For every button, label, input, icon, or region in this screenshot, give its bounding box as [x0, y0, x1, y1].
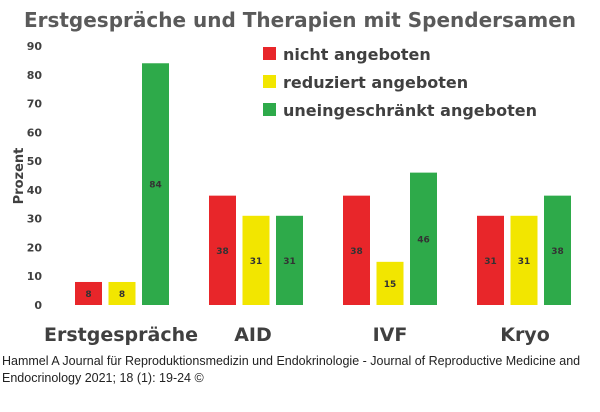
bar-value-label: 38 — [216, 247, 229, 257]
bar — [376, 261, 404, 305]
bar-value-label: 8 — [119, 290, 125, 300]
legend-swatch — [263, 75, 276, 88]
y-tick-label: 90 — [27, 40, 43, 53]
bar — [276, 215, 303, 305]
y-tick-label: 70 — [27, 98, 43, 111]
y-axis-label: Prozent — [12, 148, 27, 205]
y-tick-label: 30 — [27, 213, 43, 226]
y-axis-ticks: 0 10 20 30 40 50 60 70 80 90 — [27, 40, 43, 312]
bar — [242, 215, 270, 305]
bar-value-label: 84 — [149, 181, 162, 191]
bar-value-label: 31 — [518, 257, 531, 267]
category-label: Erstgespräche — [44, 324, 198, 346]
y-tick-label: 10 — [27, 270, 43, 283]
bar — [75, 281, 102, 305]
category-label: IVF — [373, 324, 408, 346]
bar-value-label: 38 — [350, 247, 363, 257]
bars: 8 8 84 38 31 31 38 15 46 31 31 38 — [75, 63, 571, 306]
y-tick-label: 40 — [27, 184, 43, 197]
category-label: Kryo — [500, 324, 550, 346]
bar — [510, 215, 538, 305]
bar-value-label: 15 — [384, 280, 397, 290]
bar — [142, 63, 169, 306]
bar — [209, 195, 236, 305]
category-labels: Erstgespräche AID IVF Kryo — [44, 324, 550, 346]
legend: nicht angeboten reduziert angeboten uneing… — [263, 45, 537, 120]
legend-swatch — [263, 103, 276, 116]
bar-value-label: 31 — [484, 257, 497, 267]
legend-entry: reduziert angeboten — [283, 73, 468, 92]
y-tick-label: 80 — [27, 69, 43, 82]
bar — [544, 195, 571, 305]
category-label: AID — [234, 324, 272, 346]
bar-value-label: 38 — [551, 247, 564, 257]
bar — [410, 172, 437, 305]
bar-chart: Erstgespräche und Therapien mit Spenders… — [12, 8, 576, 346]
bar-value-label: 31 — [283, 257, 296, 267]
bar-value-label: 31 — [250, 257, 263, 267]
source-caption: Hammel A Journal für Reproduktionsmedizi… — [2, 354, 581, 385]
bar — [477, 215, 504, 305]
y-tick-label: 50 — [27, 155, 43, 168]
chart-title: Erstgespräche und Therapien mit Spenders… — [24, 8, 576, 32]
bar-value-label: 8 — [85, 290, 91, 300]
legend-swatch — [263, 47, 276, 60]
bar-value-label: 46 — [417, 235, 430, 245]
y-tick-label: 60 — [27, 126, 43, 139]
y-tick-label: 0 — [34, 299, 42, 312]
legend-entry: uneingeschränkt angeboten — [283, 101, 537, 120]
y-tick-label: 20 — [27, 241, 43, 254]
bar — [108, 281, 136, 305]
bar — [343, 195, 370, 305]
legend-entry: nicht angeboten — [283, 45, 431, 64]
